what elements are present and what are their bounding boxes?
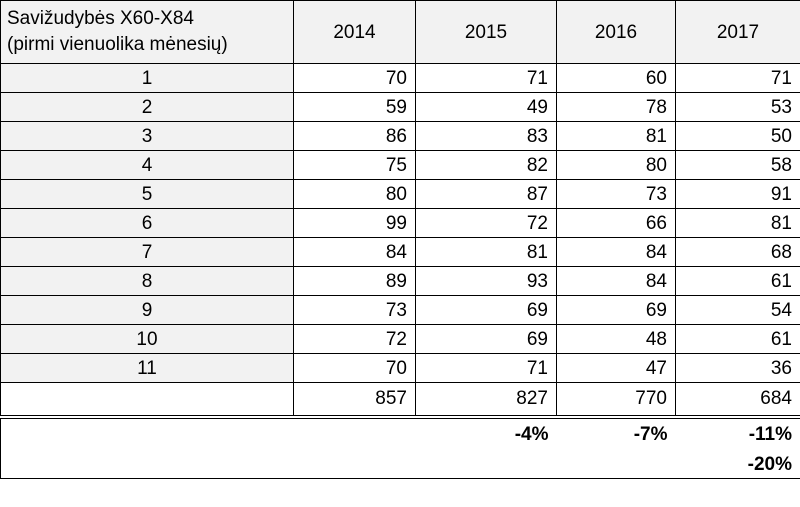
value-cell: 80 [556, 150, 676, 180]
value-cell: 69 [415, 295, 557, 325]
value-cell: 81 [415, 237, 557, 267]
value-cell: 84 [293, 237, 416, 267]
total-cell: 857 [293, 382, 416, 419]
value-cell: 70 [293, 63, 416, 93]
value-cell: 71 [675, 63, 800, 93]
month-cell: 2 [0, 92, 294, 122]
month-cell: 11 [0, 353, 294, 383]
value-cell: 71 [415, 63, 557, 93]
value-cell: 80 [293, 179, 416, 209]
value-cell: 89 [293, 266, 416, 296]
month-cell: 9 [0, 295, 294, 325]
empty-cell [556, 450, 676, 479]
year-header: 2017 [675, 0, 800, 64]
change-cell: -7% [633, 424, 668, 445]
value-cell: 81 [556, 121, 676, 151]
month-cell: 8 [0, 266, 294, 296]
table-row: 6 99 72 66 81 [0, 208, 800, 238]
change-label-cell [0, 416, 294, 451]
month-cell: 10 [0, 324, 294, 354]
change-extra-row: -20% [0, 450, 800, 479]
value-cell: 81 [675, 208, 800, 238]
table-row: 1 70 71 60 71 [0, 63, 800, 93]
value-cell: 71 [415, 353, 557, 383]
change-cell [294, 417, 416, 451]
table-title: Savižudybės X60-X84 (pirmi vienuolika mė… [0, 0, 294, 64]
value-cell: 99 [293, 208, 416, 238]
value-cell: 60 [556, 63, 676, 93]
table-row: 3 86 83 81 50 [0, 121, 800, 151]
value-cell: 68 [675, 237, 800, 267]
value-cell: 36 [675, 353, 800, 383]
value-cell: 54 [675, 295, 800, 325]
total-cell: 827 [415, 382, 557, 419]
value-cell: 73 [293, 295, 416, 325]
value-cell: 69 [415, 324, 557, 354]
table-row: 4 75 82 80 58 [0, 150, 800, 180]
value-cell: 61 [675, 324, 800, 354]
empty-cell [293, 450, 416, 479]
value-cell: 84 [556, 237, 676, 267]
totals-row: 857 827 770 684 [0, 382, 800, 419]
value-cell: 87 [415, 179, 557, 209]
table-row: 10 72 69 48 61 [0, 324, 800, 354]
value-cell: 72 [293, 324, 416, 354]
month-cell: 7 [0, 237, 294, 267]
table-row: 2 59 49 78 53 [0, 92, 800, 122]
value-cell: 82 [415, 150, 557, 180]
table-row: 9 73 69 69 54 [0, 295, 800, 325]
value-cell: 49 [415, 92, 557, 122]
title-line-2: (pirmi vienuolika mėnesių) [7, 34, 228, 55]
suicide-statistics-table: Savižudybės X60-X84 (pirmi vienuolika mė… [0, 0, 800, 479]
change-extra-cell: -20% [675, 450, 800, 479]
change-cell: -4% [514, 424, 549, 445]
year-header: 2016 [556, 0, 676, 64]
year-header: 2015 [415, 0, 557, 64]
value-cell: 84 [556, 266, 676, 296]
value-cell: 47 [556, 353, 676, 383]
value-cell: 53 [675, 92, 800, 122]
value-cell: 78 [556, 92, 676, 122]
totals-label-cell [0, 382, 294, 419]
year-header: 2014 [293, 0, 416, 64]
value-cell: 70 [293, 353, 416, 383]
value-cell: 93 [415, 266, 557, 296]
month-cell: 3 [0, 121, 294, 151]
value-cell: 91 [675, 179, 800, 209]
table-row: 5 80 87 73 91 [0, 179, 800, 209]
value-cell: 61 [675, 266, 800, 296]
value-cell: 72 [415, 208, 557, 238]
empty-cell [0, 450, 294, 479]
value-cell: 48 [556, 324, 676, 354]
value-cell: 66 [556, 208, 676, 238]
value-cell: 59 [293, 92, 416, 122]
value-cell: 75 [293, 150, 416, 180]
month-cell: 6 [0, 208, 294, 238]
value-cell: 83 [415, 121, 557, 151]
value-cell: 86 [293, 121, 416, 151]
empty-cell [415, 450, 557, 479]
total-cell: 684 [675, 382, 800, 419]
value-cell: 58 [675, 150, 800, 180]
month-cell: 5 [0, 179, 294, 209]
table-row: 7 84 81 84 68 [0, 237, 800, 267]
change-row: -4% -7% -11% [0, 416, 800, 451]
value-cell: 73 [556, 179, 676, 209]
header-row: Savižudybės X60-X84 (pirmi vienuolika mė… [0, 0, 800, 64]
title-line-1: Savižudybės X60-X84 [7, 8, 194, 30]
value-cell: 69 [556, 295, 676, 325]
table-row: 11 70 71 47 36 [0, 353, 800, 383]
table-row: 8 89 93 84 61 [0, 266, 800, 296]
value-cell: 50 [675, 121, 800, 151]
month-cell: 4 [0, 150, 294, 180]
change-cell: -11% [675, 416, 800, 451]
total-cell: 770 [556, 382, 676, 419]
month-cell: 1 [0, 63, 294, 93]
